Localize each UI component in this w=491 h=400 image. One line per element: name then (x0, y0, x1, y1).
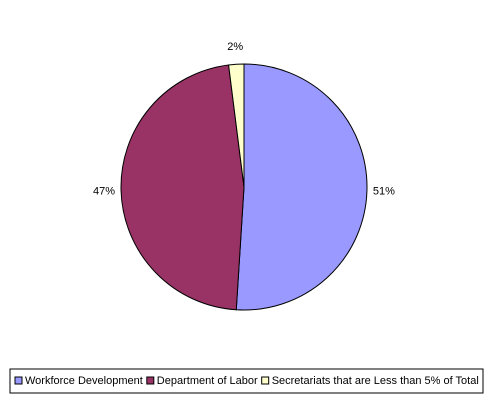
legend-label: Department of Labor (157, 375, 258, 387)
legend-box (9, 368, 484, 394)
legend-label: Workforce Development (25, 375, 143, 387)
legend-label: Secretariats that are Less than 5% of To… (272, 375, 479, 387)
legend-swatch (261, 376, 270, 385)
data-label: 2% (227, 41, 243, 53)
legend-swatch (14, 376, 23, 385)
pie-slice (228, 63, 245, 188)
legend-swatch (146, 376, 155, 385)
pie-slice (235, 63, 368, 311)
pie-slice (120, 64, 245, 311)
data-label: 51% (373, 185, 395, 197)
data-label: 47% (93, 185, 115, 197)
